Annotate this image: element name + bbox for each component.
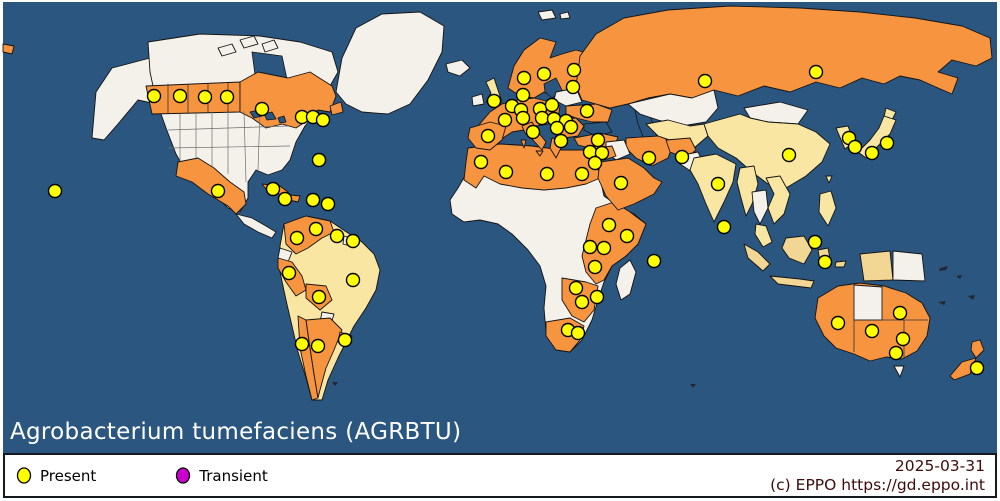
present-marker xyxy=(888,345,904,361)
present-marker xyxy=(807,234,823,250)
present-markers xyxy=(47,62,985,376)
present-marker xyxy=(596,240,612,256)
map-date: 2025-03-31 xyxy=(894,456,985,475)
present-marker xyxy=(613,175,629,191)
present-marker xyxy=(254,101,270,117)
present-swatch-ellipse xyxy=(16,467,32,484)
present-marker xyxy=(568,280,584,296)
present-marker xyxy=(172,88,188,104)
legend-label-transient: Transient xyxy=(199,466,268,485)
present-marker xyxy=(544,97,560,113)
present-marker xyxy=(480,128,496,144)
footer-meta: 2025-03-31 (c) EPPO https://gd.eppo.int xyxy=(770,457,985,495)
present-marker xyxy=(534,110,550,126)
present-marker xyxy=(781,147,797,163)
present-marker xyxy=(587,259,603,275)
present-marker xyxy=(516,70,532,86)
present-marker xyxy=(308,221,324,237)
legend-item-present: Present xyxy=(15,466,96,485)
present-marker xyxy=(674,149,690,165)
present-marker xyxy=(294,336,310,352)
present-marker xyxy=(879,135,895,151)
present-marker xyxy=(817,254,833,270)
present-marker xyxy=(619,228,635,244)
present-marker xyxy=(345,272,361,288)
present-marker xyxy=(310,338,326,354)
present-marker xyxy=(808,64,824,80)
present-marker xyxy=(594,145,610,161)
present-marker xyxy=(337,332,353,348)
present-marker xyxy=(847,139,863,155)
present-marker xyxy=(574,294,590,310)
present-marker xyxy=(497,112,513,128)
present-marker xyxy=(219,89,235,105)
transient-swatch-ellipse xyxy=(176,467,191,484)
present-marker xyxy=(498,164,514,180)
present-marker xyxy=(210,183,226,199)
present-marker xyxy=(473,154,489,170)
present-marker xyxy=(539,166,555,182)
present-marker xyxy=(710,176,726,192)
present-marker xyxy=(289,230,305,246)
present-marker xyxy=(565,79,581,95)
present-marker xyxy=(590,132,606,148)
present-marker xyxy=(579,103,595,119)
present-swatch-icon xyxy=(16,467,32,484)
map-title: Agrobacterium tumefaciens (AGRBTU) xyxy=(10,419,462,445)
present-marker xyxy=(589,289,605,305)
present-marker xyxy=(315,112,331,128)
present-marker xyxy=(329,228,345,244)
present-marker xyxy=(525,124,541,140)
present-marker xyxy=(197,89,213,105)
present-marker xyxy=(345,233,361,249)
legend-label-present: Present xyxy=(40,466,97,485)
present-marker xyxy=(587,155,603,171)
present-marker xyxy=(553,133,569,149)
present-marker xyxy=(305,192,321,208)
legend-item-transient: Transient xyxy=(174,466,268,485)
present-marker xyxy=(895,331,911,347)
attribution: (c) EPPO https://gd.eppo.int xyxy=(770,475,985,494)
present-marker xyxy=(646,253,662,269)
present-marker xyxy=(601,217,617,233)
present-marker xyxy=(566,62,582,78)
present-marker xyxy=(716,219,732,235)
present-marker xyxy=(582,239,598,255)
present-marker xyxy=(515,87,531,103)
present-marker xyxy=(515,110,531,126)
transient-swatch-icon xyxy=(176,467,191,484)
present-marker xyxy=(486,93,502,109)
present-marker xyxy=(265,181,281,197)
present-marker xyxy=(536,66,552,82)
legend-bar: Present Transient 2025-03-31 (c) EPPO ht… xyxy=(3,453,997,498)
present-marker xyxy=(47,183,63,199)
present-marker xyxy=(277,191,293,207)
present-marker xyxy=(311,289,327,305)
present-marker xyxy=(969,360,985,376)
present-marker xyxy=(892,305,908,321)
present-marker xyxy=(830,315,846,331)
present-marker xyxy=(311,152,327,168)
present-marker xyxy=(864,145,880,161)
present-marker xyxy=(146,88,162,104)
present-marker xyxy=(320,196,336,212)
present-marker xyxy=(574,166,590,182)
present-marker xyxy=(864,323,880,339)
present-marker xyxy=(641,150,657,166)
present-marker xyxy=(549,120,565,136)
present-marker xyxy=(697,73,713,89)
present-marker xyxy=(281,265,297,281)
world-map xyxy=(2,2,997,453)
present-marker xyxy=(563,119,579,135)
present-marker xyxy=(570,325,586,341)
